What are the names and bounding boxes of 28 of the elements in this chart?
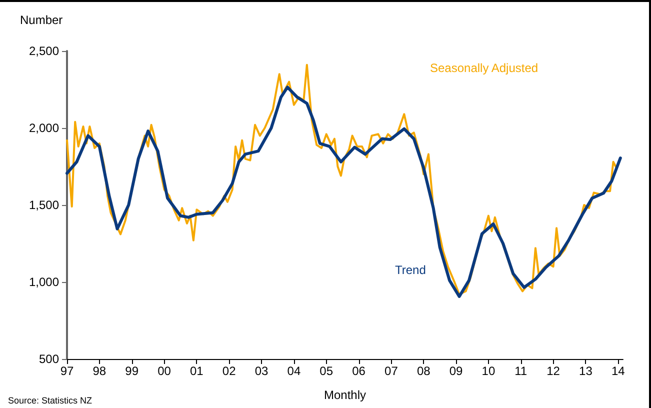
x-tick-label: 11 xyxy=(514,364,528,378)
x-tick-label: 09 xyxy=(449,364,464,378)
y-tick-label: 2,000 xyxy=(28,121,60,135)
x-tick-label: 03 xyxy=(254,364,269,378)
y-tick-label: 2,500 xyxy=(28,44,60,58)
x-tick-label: 02 xyxy=(222,364,236,378)
x-tick-label: 97 xyxy=(60,364,74,378)
x-tick-label: 10 xyxy=(482,364,496,378)
x-tick-label: 12 xyxy=(546,364,560,378)
x-tick-label: 98 xyxy=(92,364,106,378)
x-tick-label: 04 xyxy=(287,364,301,378)
y-tick-label: 1,000 xyxy=(28,275,60,289)
x-tick-label: 07 xyxy=(384,364,398,378)
y-tick-label: 500 xyxy=(38,352,60,366)
x-tick-label: 99 xyxy=(125,364,139,378)
x-tick-label: 06 xyxy=(352,364,366,378)
x-axis-title: Monthly xyxy=(324,388,366,402)
source-note: Source: Statistics NZ xyxy=(8,396,93,406)
text: Seasonally Adjusted xyxy=(430,61,538,75)
y-tick-label: 1,500 xyxy=(28,198,60,212)
x-tick-label: 14 xyxy=(611,364,626,378)
x-tick-label: 05 xyxy=(320,364,334,378)
x-tick-label: 13 xyxy=(579,364,593,378)
series-label: Trend xyxy=(395,263,426,277)
x-tick-label: 01 xyxy=(190,364,204,378)
x-tick-label: 08 xyxy=(416,364,431,378)
y-axis-title: Number xyxy=(20,13,63,27)
x-tick-label: 00 xyxy=(158,364,172,378)
